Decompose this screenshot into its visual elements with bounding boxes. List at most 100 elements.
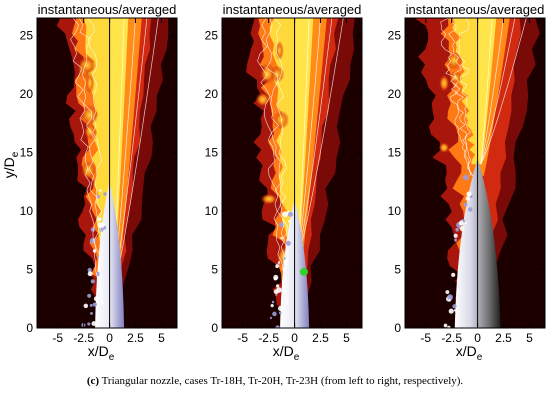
core-speckle bbox=[462, 174, 469, 181]
core-speckle bbox=[454, 238, 458, 242]
instantaneous-contour-line bbox=[265, 18, 288, 305]
core-speckle bbox=[87, 322, 91, 326]
core-speckle bbox=[448, 299, 451, 302]
core-speckle bbox=[279, 222, 285, 228]
core-speckle bbox=[275, 284, 280, 288]
turbulent-blob bbox=[84, 123, 96, 140]
x-axis-label-subscript: e bbox=[294, 352, 300, 363]
core-speckle bbox=[282, 211, 288, 218]
y-tick-label: 15 bbox=[388, 146, 402, 160]
turbulent-blob bbox=[438, 142, 450, 154]
turbulent-blob bbox=[438, 74, 450, 93]
y-tick-label: 10 bbox=[205, 204, 219, 218]
x-tick-label: -2.5 bbox=[441, 331, 462, 345]
x-tick-label: -2.5 bbox=[73, 331, 94, 345]
core-speckle bbox=[453, 233, 458, 238]
core-speckle bbox=[87, 271, 93, 277]
y-tick-label: 5 bbox=[211, 263, 218, 277]
core-speckle bbox=[269, 316, 273, 319]
core-speckle bbox=[87, 267, 92, 273]
x-tick-label: 5 bbox=[343, 331, 350, 345]
core-speckle bbox=[456, 290, 460, 295]
panel-title: instantaneous/averaged bbox=[38, 2, 177, 17]
panel-title: instantaneous/averaged bbox=[223, 2, 362, 17]
x-axis-label: x/De bbox=[456, 343, 483, 363]
core-speckle bbox=[278, 311, 282, 315]
core-speckle bbox=[451, 272, 456, 278]
probe-marker bbox=[299, 267, 308, 276]
instantaneous-contour-line bbox=[87, 18, 104, 305]
averaged-contour-line bbox=[480, 18, 493, 165]
instantaneous-contour-line bbox=[70, 18, 103, 305]
core-speckle bbox=[92, 302, 97, 307]
x-tick-label: 0 bbox=[291, 331, 298, 345]
averaged-contour-line bbox=[112, 18, 159, 293]
instantaneous-contour-line bbox=[448, 18, 473, 177]
core-speckle bbox=[87, 293, 92, 298]
averaged-contour-line bbox=[480, 18, 504, 165]
plot-frame bbox=[36, 17, 178, 329]
averaged-contour-line bbox=[112, 18, 148, 293]
plot-frame bbox=[404, 17, 546, 329]
turbulent-blob bbox=[85, 72, 95, 94]
contour-field bbox=[56, 18, 169, 328]
core-speckle bbox=[288, 211, 294, 217]
y-tick-label: 25 bbox=[20, 29, 34, 43]
core-speckle bbox=[103, 192, 107, 196]
core-speckle bbox=[280, 236, 283, 240]
panel-title: instantaneous/averaged bbox=[406, 2, 545, 17]
core-speckle bbox=[447, 294, 453, 301]
core-speckle bbox=[448, 308, 454, 314]
core-speckle bbox=[273, 289, 279, 295]
core-speckle bbox=[97, 217, 102, 222]
panel-tr-18h: instantaneous/averaged -5 -2.5 0 2.5 5 0 5 10 15 2… bbox=[1, 2, 178, 363]
figure-caption: (c) Triangular nozzle, cases Tr-18H, Tr-… bbox=[0, 375, 550, 387]
instantaneous-contour-line bbox=[273, 18, 289, 305]
panel-tr-23h: instantaneous/averaged -5 -2.5 0 2.5 5 0 5 10 15 2… bbox=[388, 2, 546, 363]
y-tick-label: 0 bbox=[394, 321, 401, 335]
core-speckle bbox=[453, 309, 456, 312]
turbulent-blob bbox=[255, 92, 271, 107]
core-speckle bbox=[464, 222, 467, 225]
core-speckle bbox=[273, 276, 278, 281]
core-speckle bbox=[275, 293, 278, 296]
x-axis-label: x/De bbox=[273, 343, 300, 363]
core-speckle bbox=[272, 311, 277, 317]
turbulent-blob bbox=[260, 193, 278, 205]
core-speckle bbox=[275, 325, 280, 328]
core-speckle bbox=[90, 279, 95, 284]
core-speckle bbox=[285, 240, 291, 246]
y-tick-label: 20 bbox=[388, 87, 402, 101]
averaged-contour-line bbox=[297, 18, 310, 258]
core-speckle bbox=[277, 305, 284, 312]
contour-field bbox=[246, 18, 355, 328]
turbulent-blob bbox=[80, 104, 99, 126]
core-speckle bbox=[277, 261, 281, 264]
core-speckle bbox=[443, 323, 448, 328]
core-speckle bbox=[91, 321, 97, 327]
averaged-contour-line bbox=[297, 18, 321, 258]
y-tick-label: 0 bbox=[211, 321, 218, 335]
y-tick-label: 20 bbox=[20, 87, 34, 101]
instantaneous-contour-line bbox=[458, 18, 473, 177]
core-speckle bbox=[90, 311, 93, 315]
x-tick-label: -5 bbox=[420, 331, 431, 345]
x-tick-label: -5 bbox=[52, 331, 63, 345]
y-axis-label-subscript: e bbox=[10, 151, 21, 157]
core-speckle bbox=[452, 304, 457, 309]
x-tick-label: 0 bbox=[474, 331, 481, 345]
turbulent-blob bbox=[449, 71, 463, 84]
x-tick-label: 2.5 bbox=[495, 331, 512, 345]
caption-label: (c) bbox=[86, 375, 100, 387]
core-speckle bbox=[275, 264, 279, 269]
y-axis-label: y/De bbox=[1, 151, 21, 178]
y-tick-label: 15 bbox=[20, 146, 34, 160]
y-tick-label: 5 bbox=[26, 263, 33, 277]
core-speckle bbox=[90, 227, 96, 232]
x-axis-label: x/De bbox=[88, 343, 115, 363]
y-tick-label: 10 bbox=[20, 204, 34, 218]
y-tick-label: 20 bbox=[205, 87, 219, 101]
instantaneous-contour-line bbox=[257, 18, 288, 305]
turbulent-blob bbox=[80, 160, 96, 181]
x-axis-label-subscript: e bbox=[109, 352, 115, 363]
